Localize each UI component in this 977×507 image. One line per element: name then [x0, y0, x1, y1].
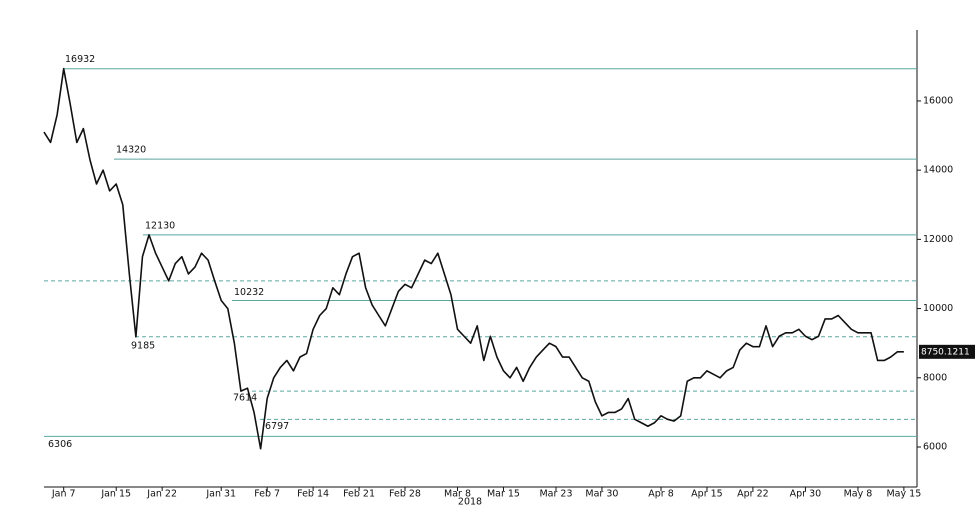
level-label: 6306 [48, 439, 72, 450]
x-tick-label: Jan 31 [205, 489, 236, 500]
x-tick-label: Feb 7 [254, 489, 280, 500]
level-label: 14320 [116, 145, 146, 156]
x-tick-label: Mar 8 [444, 489, 471, 500]
x-tick-label: Apr 8 [648, 489, 674, 500]
x-tick-label: May 15 [886, 489, 921, 500]
price-tag-bg [919, 344, 975, 359]
x-tick-label: Apr 22 [737, 489, 769, 500]
level-label: 9185 [131, 340, 155, 351]
x-tick-label: Apr 30 [790, 489, 822, 500]
x-axis-label: 2018 [458, 497, 482, 507]
x-tick-label: Mar 23 [539, 489, 572, 500]
x-tick-label: Mar 30 [585, 489, 618, 500]
x-tick-label: Jan 15 [100, 489, 131, 500]
level-label: 6797 [265, 421, 289, 432]
x-tick-label: Apr 15 [691, 489, 723, 500]
x-tick-label: Jan 22 [146, 489, 177, 500]
x-tick-label: Feb 28 [389, 489, 421, 500]
x-tick-label: Jan 7 [51, 489, 76, 500]
x-tick-label: Feb 21 [343, 489, 375, 500]
y-tick-label: 8000 [923, 372, 947, 383]
level-label: 16932 [65, 54, 95, 65]
level-label: 10232 [234, 287, 264, 298]
level-label: 7614 [233, 393, 257, 404]
x-tick-label: Mar 15 [487, 489, 520, 500]
level-label: 12130 [145, 220, 175, 231]
y-tick-label: 14000 [923, 165, 953, 176]
x-tick-label: May 8 [844, 489, 873, 500]
price-tag: 8750.1211 [921, 347, 970, 357]
price-line [43, 67, 904, 450]
y-tick-label: 16000 [923, 95, 953, 106]
y-tick-label: 12000 [923, 234, 953, 245]
y-tick-label: 6000 [923, 441, 947, 452]
y-tick-label: 10000 [923, 303, 953, 314]
x-tick-label: Feb 14 [297, 489, 329, 500]
